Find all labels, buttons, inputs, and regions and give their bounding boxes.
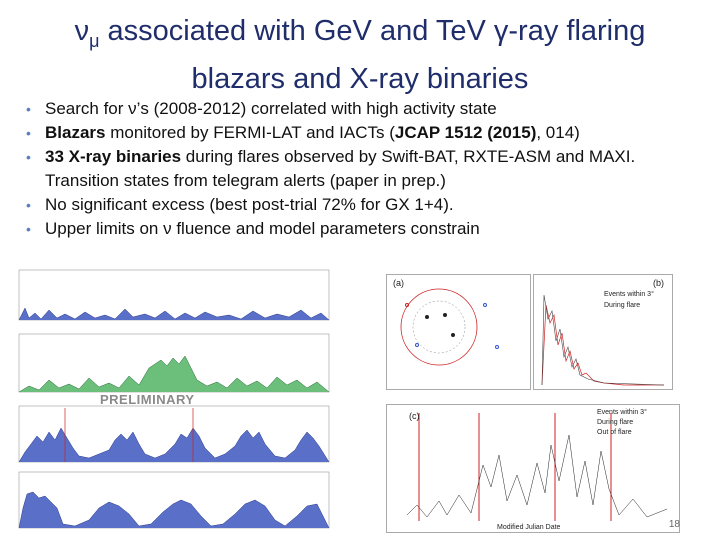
- bullet-item: • No significant excess (best post-trial …: [26, 193, 706, 217]
- preliminary-label: PRELIMINARY: [100, 392, 195, 407]
- flux-x-label: Modified Julian Date: [497, 524, 561, 531]
- panel-label-c: (c): [409, 411, 420, 421]
- bullet-list: • Search for ν’s (2008-2012) correlated w…: [26, 97, 706, 241]
- flux-legend-out: Out of flare: [597, 429, 632, 436]
- bullet-item: • Search for ν’s (2008-2012) correlated w…: [26, 97, 706, 121]
- histogram: [541, 294, 665, 386]
- light-curve-figure: [18, 269, 330, 529]
- hist-legend-flare: During flare: [604, 302, 641, 309]
- slide-title: νμ associated with GeV and TeV γ-ray fla…: [0, 12, 720, 98]
- flux-panel: (c) Events within 3° During flare Out of…: [386, 404, 680, 533]
- sky-map-panel: (a): [386, 274, 531, 390]
- bullet-dot-icon: •: [26, 125, 31, 141]
- light-curve-3: [18, 405, 330, 463]
- light-curve-1: [18, 269, 330, 321]
- bullet-item: • Blazars monitored by FERMI-LAT and IACT…: [26, 121, 706, 145]
- light-curve-2: [18, 333, 330, 393]
- light-curve-stack: [5, 268, 330, 530]
- hist-legend-events: Events within 3°: [604, 291, 654, 298]
- bullet-item: • Upper limits on ν fluence and model par…: [26, 217, 706, 241]
- flux-curve: [406, 413, 668, 521]
- histogram-panel: (b) Events within 3° During flare: [533, 274, 673, 390]
- page-number: 18: [668, 519, 680, 530]
- flux-legend-flare: During flare: [597, 419, 634, 426]
- light-curve-4: [18, 471, 330, 529]
- panel-label-b: (b): [653, 278, 664, 288]
- bullet-item: • 33 X-ray binaries during flares observe…: [26, 147, 636, 190]
- bullet-dot-icon: •: [26, 197, 31, 213]
- title-line-1: νμ associated with GeV and TeV γ-ray fla…: [74, 15, 646, 51]
- sky-map: [400, 288, 499, 366]
- flux-legend-events: Events within 3°: [597, 409, 647, 416]
- bullet-dot-icon: •: [26, 149, 31, 165]
- bullet-dot-icon: •: [26, 221, 31, 237]
- title-line-2: blazars and X-ray binaries: [191, 62, 529, 95]
- panel-label-a: (a): [393, 278, 404, 288]
- bullet-dot-icon: •: [26, 101, 31, 117]
